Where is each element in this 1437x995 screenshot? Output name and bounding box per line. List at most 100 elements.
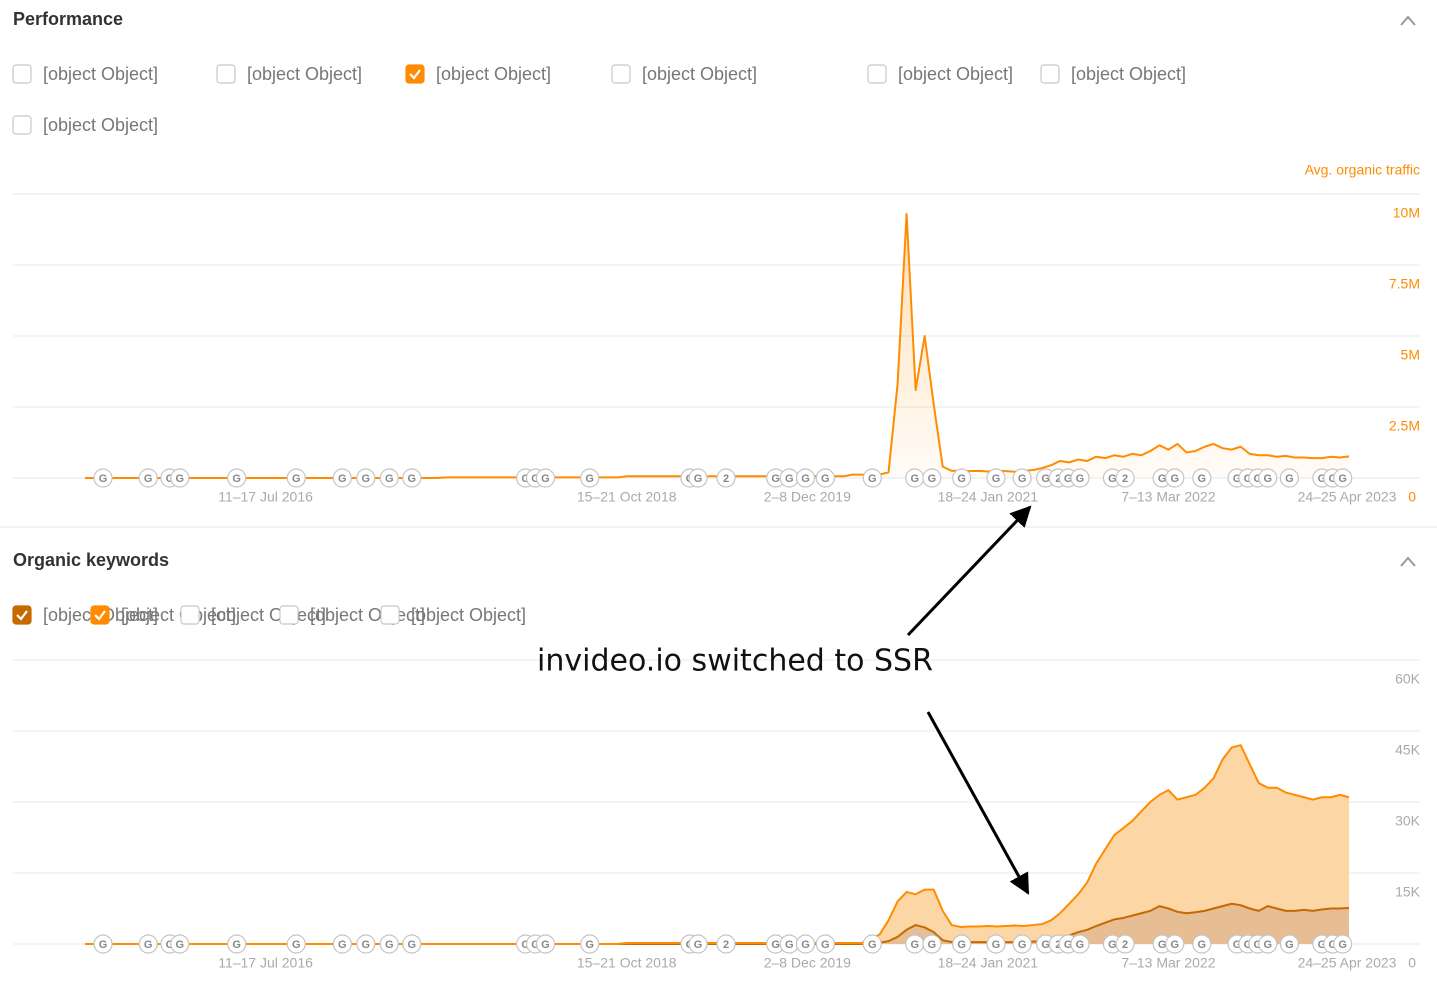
update-marker[interactable]: 2 — [1115, 468, 1135, 488]
marker-label[interactable]: G — [1254, 473, 1263, 485]
checkbox-label[interactable]: [object Object] — [411, 605, 526, 625]
update-marker[interactable]: G — [1333, 468, 1353, 488]
marker-label[interactable]: G — [362, 939, 371, 951]
marker-label[interactable]: G — [821, 473, 830, 485]
marker-label[interactable]: G — [176, 939, 185, 951]
marker-label[interactable]: G — [99, 939, 108, 951]
update-marker[interactable]: G — [1279, 934, 1300, 954]
marker-label[interactable]: G — [868, 473, 877, 485]
marker-circle[interactable] — [535, 468, 556, 488]
checkbox-option[interactable]: [object Object] — [1040, 64, 1186, 84]
marker-label[interactable]: G — [1076, 939, 1085, 951]
marker-circle[interactable] — [1333, 934, 1353, 954]
marker-label[interactable]: G — [541, 939, 550, 951]
checkbox-label[interactable]: [object Object] — [43, 64, 158, 84]
checkbox-option[interactable]: [object Object] — [405, 64, 551, 84]
marker-circle[interactable] — [580, 934, 600, 954]
marker-circle[interactable] — [986, 468, 1006, 488]
update-marker[interactable]: G — [535, 468, 556, 488]
marker-label[interactable]: G — [1108, 473, 1117, 485]
marker-label[interactable]: G — [1244, 939, 1253, 951]
marker-label[interactable]: G — [957, 473, 966, 485]
checkbox[interactable] — [180, 605, 200, 625]
marker-circle[interactable] — [332, 934, 352, 954]
marker-label[interactable]: G — [1338, 473, 1347, 485]
marker-label[interactable]: G — [585, 939, 594, 951]
checkbox[interactable] — [279, 605, 299, 625]
marker-circle[interactable] — [1165, 468, 1185, 488]
marker-label[interactable]: G — [385, 939, 394, 951]
marker-circle[interactable] — [1258, 934, 1278, 954]
update-marker[interactable]: G — [862, 468, 882, 488]
checkbox-label[interactable]: [object Object] — [436, 64, 551, 84]
marker-label[interactable]: G — [1263, 939, 1272, 951]
checkbox[interactable] — [90, 605, 110, 625]
marker-label[interactable]: G — [1328, 473, 1337, 485]
marker-label[interactable]: G — [1254, 939, 1263, 951]
marker-label[interactable]: G — [166, 473, 175, 485]
marker-label[interactable]: G — [801, 473, 810, 485]
marker-label[interactable]: G — [1158, 473, 1167, 485]
marker-label[interactable]: G — [521, 473, 530, 485]
marker-label[interactable]: G — [1263, 473, 1272, 485]
marker-circle[interactable] — [815, 934, 835, 954]
marker-label[interactable]: G — [910, 473, 919, 485]
update-marker[interactable]: G — [986, 468, 1006, 488]
marker-label[interactable]: G — [541, 473, 550, 485]
update-marker[interactable]: G — [227, 468, 247, 488]
checkbox[interactable] — [12, 64, 32, 84]
marker-label[interactable]: G — [1244, 473, 1253, 485]
update-marker[interactable]: G — [402, 934, 422, 954]
marker-label[interactable]: G — [694, 939, 703, 951]
marker-label[interactable]: G — [1318, 473, 1327, 485]
update-marker[interactable]: G — [688, 468, 708, 488]
marker-label[interactable]: G — [232, 939, 241, 951]
update-marker[interactable]: G — [379, 468, 399, 488]
marker-label[interactable]: G — [928, 939, 937, 951]
update-marker[interactable]: G — [1070, 934, 1090, 954]
update-marker[interactable]: G — [905, 468, 925, 488]
marker-circle[interactable] — [688, 934, 708, 954]
checkbox-label[interactable]: [object Object] — [898, 64, 1013, 84]
marker-label[interactable]: G — [338, 939, 347, 951]
checkbox[interactable] — [12, 605, 32, 625]
marker-label[interactable]: G — [531, 473, 540, 485]
marker-label[interactable]: G — [1198, 473, 1207, 485]
marker-label[interactable]: G — [694, 473, 703, 485]
update-marker[interactable]: 2 — [716, 468, 736, 488]
marker-circle[interactable] — [286, 468, 306, 488]
update-marker[interactable]: G — [795, 934, 816, 954]
marker-label[interactable]: G — [408, 473, 417, 485]
marker-circle[interactable] — [170, 934, 190, 954]
marker-circle[interactable] — [170, 468, 190, 488]
marker-circle[interactable] — [922, 468, 942, 488]
update-marker[interactable]: G — [1070, 468, 1090, 488]
checkbox-option[interactable]: [object Object] — [216, 64, 362, 84]
checkbox-option[interactable]: [object Object] — [867, 64, 1013, 84]
checkbox-option[interactable]: [object Object] — [611, 64, 757, 84]
marker-label[interactable]: G — [801, 939, 810, 951]
checkbox[interactable] — [12, 115, 32, 135]
checkbox-option[interactable]: [object Object] — [12, 64, 158, 84]
marker-circle[interactable] — [402, 934, 422, 954]
update-marker[interactable]: G — [1012, 468, 1032, 488]
update-marker[interactable]: G — [170, 468, 190, 488]
update-marker[interactable]: G — [227, 934, 247, 954]
marker-circle[interactable] — [1333, 468, 1353, 488]
marker-label[interactable]: G — [232, 473, 241, 485]
marker-circle[interactable] — [379, 934, 399, 954]
checkbox-label[interactable]: [object Object] — [642, 64, 757, 84]
marker-circle[interactable] — [922, 934, 942, 954]
marker-circle[interactable] — [402, 468, 422, 488]
update-marker[interactable]: G — [286, 468, 306, 488]
update-marker[interactable]: G — [535, 934, 556, 954]
update-marker[interactable]: G — [356, 934, 376, 954]
update-marker[interactable]: G — [93, 468, 113, 488]
marker-circle[interactable] — [227, 468, 247, 488]
update-marker[interactable]: 2 — [716, 934, 736, 954]
checkbox-option[interactable]: [object Object] — [90, 605, 236, 625]
marker-label[interactable]: 2 — [1055, 939, 1061, 951]
marker-circle[interactable] — [1165, 934, 1185, 954]
update-marker[interactable]: G — [922, 468, 942, 488]
marker-label[interactable]: G — [1318, 939, 1327, 951]
